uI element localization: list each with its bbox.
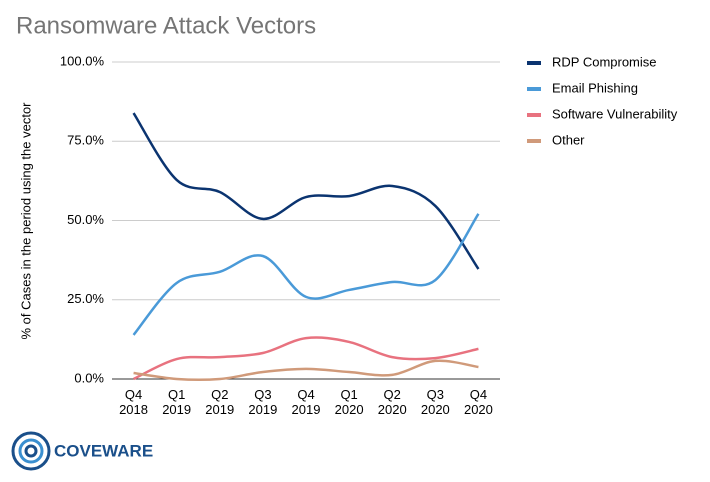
- logo-icon: [11, 431, 51, 471]
- legend-label: RDP Compromise: [552, 54, 657, 69]
- y-tick-label: 25.0%: [67, 291, 104, 306]
- line: [132, 112, 480, 270]
- legend-label: Other: [552, 132, 585, 147]
- x-tick-label: Q4 2018: [119, 387, 148, 417]
- y-tick-label: 0.0%: [74, 370, 104, 385]
- x-tick-label: Q1 2019: [162, 387, 192, 417]
- x-tick-label: Q2 2020: [377, 387, 407, 417]
- line: [132, 213, 480, 336]
- chart-title: Ransomware Attack Vectors: [16, 12, 316, 39]
- x-tick-label: Q1 2020: [334, 387, 364, 417]
- legend-label: Email Phishing: [552, 80, 638, 95]
- line: [133, 336, 479, 381]
- x-tick-label: Q4 2020: [463, 387, 493, 417]
- line: [133, 359, 479, 382]
- logo-text: COVEWARE: [54, 441, 153, 460]
- y-tick-label: 100.0%: [60, 53, 105, 68]
- legend-label: Software Vulnerability: [552, 106, 678, 121]
- x-tick-label: Q2 2019: [205, 387, 235, 417]
- x-tick-label: Q3 2019: [248, 387, 278, 417]
- x-tick-label: Q3 2020: [420, 387, 450, 417]
- x-tick-label: Q4 2019: [291, 387, 321, 417]
- y-tick-label: 50.0%: [67, 212, 104, 227]
- y-tick-label: 75.0%: [67, 133, 104, 148]
- y-axis-label: % of Cases in the period using the vecto…: [18, 102, 33, 340]
